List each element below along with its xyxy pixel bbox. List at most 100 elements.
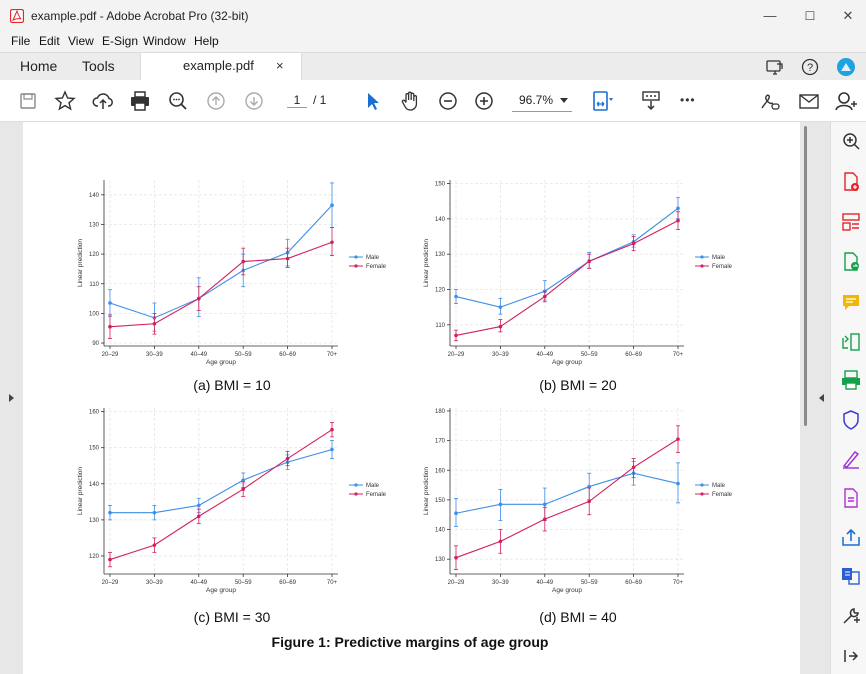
menu-view[interactable]: View [68, 34, 94, 48]
data-point-male [454, 511, 458, 516]
tab-document-label: example.pdf [183, 58, 254, 73]
x-tick-label: 40–49 [190, 580, 207, 586]
minimize-button[interactable]: — [763, 8, 777, 23]
comment-icon[interactable] [841, 292, 861, 312]
fit-page-icon[interactable] [590, 89, 614, 113]
y-tick-label: 140 [435, 217, 446, 223]
series-line-male [455, 472, 679, 514]
page-number-input[interactable]: 1 [287, 93, 307, 108]
window-title: example.pdf - Adobe Acrobat Pro (32-bit) [31, 9, 249, 23]
x-tick-label: 60–69 [279, 580, 296, 586]
menu-esign[interactable]: E-Sign [102, 34, 139, 48]
data-point-female [108, 557, 112, 562]
data-point-male [108, 301, 112, 305]
next-page-icon[interactable] [242, 89, 266, 113]
print-icon[interactable] [128, 89, 152, 113]
zoom-in-icon[interactable] [472, 89, 496, 113]
select-cursor-icon[interactable] [361, 89, 385, 113]
zoom-tool-icon[interactable] [841, 131, 861, 151]
email-icon[interactable] [797, 89, 821, 113]
organize-pages-icon[interactable] [841, 332, 861, 352]
scroll-mode-icon[interactable] [639, 89, 663, 113]
tools-pane [830, 122, 866, 674]
right-pane-toggle-icon[interactable] [819, 394, 824, 402]
x-tick-label: 50–59 [235, 352, 252, 358]
combine-files-icon[interactable] [841, 566, 861, 586]
sign-link-icon[interactable] [758, 89, 782, 113]
scan-ocr-icon[interactable] [841, 370, 861, 390]
star-bookmark-icon[interactable] [53, 89, 77, 113]
legend-label: Female [366, 492, 387, 498]
y-tick-label: 100 [89, 311, 100, 317]
tab-close-icon[interactable]: × [276, 58, 284, 73]
y-tick-label: 130 [435, 252, 446, 258]
collapse-pane-icon[interactable] [841, 646, 861, 666]
legend-marker [700, 483, 704, 487]
data-point-male [498, 502, 503, 507]
x-tick-label: 70+ [327, 352, 338, 358]
y-axis-title: Linear prediction [77, 239, 84, 287]
figure-caption: Figure 1: Predictive margins of age grou… [271, 634, 549, 650]
protect-shield-icon[interactable] [841, 410, 861, 430]
account-avatar-icon[interactable] [836, 57, 856, 77]
cloud-upload-icon[interactable] [91, 89, 115, 113]
x-tick-label: 70+ [673, 352, 684, 358]
x-tick-label: 40–49 [536, 352, 553, 358]
menu-help[interactable]: Help [194, 34, 219, 48]
x-tick-label: 50–59 [581, 352, 598, 358]
left-pane-toggle-icon[interactable] [9, 394, 14, 402]
legend-marker [700, 492, 704, 496]
vertical-scrollbar[interactable] [804, 126, 807, 426]
data-point-male [241, 478, 245, 482]
y-axis-title: Linear prediction [423, 467, 430, 515]
close-window-button[interactable]: ✕ [842, 8, 854, 23]
data-point-male [498, 305, 503, 309]
create-pdf-icon[interactable] [841, 172, 861, 192]
more-tools-button[interactable]: ••• [680, 93, 696, 107]
share-upload-icon[interactable] [841, 527, 861, 547]
panel-caption-a: (a) BMI = 10 [193, 377, 271, 393]
x-axis-title: Age group [552, 359, 582, 366]
tab-tools[interactable]: Tools [82, 58, 115, 74]
y-tick-label: 180 [435, 409, 446, 415]
maximize-button[interactable]: ☐ [804, 9, 816, 23]
zoom-level-select[interactable]: 96.7% [519, 93, 554, 107]
share-screen-icon[interactable] [766, 58, 784, 76]
data-point-female [498, 324, 503, 329]
y-tick-label: 150 [435, 182, 446, 188]
legend-label: Female [712, 264, 733, 270]
customize-tools-icon[interactable] [841, 606, 861, 626]
x-tick-label: 20–29 [448, 352, 465, 358]
fill-sign-icon[interactable] [841, 449, 861, 469]
request-signature-icon[interactable] [841, 488, 861, 508]
search-zoom-icon[interactable] [166, 89, 190, 113]
legend-marker [700, 255, 704, 259]
menu-window[interactable]: Window [143, 34, 186, 48]
data-point-female [631, 241, 636, 246]
data-point-female [498, 539, 503, 544]
zoom-dropdown-chevron-icon[interactable] [560, 98, 568, 104]
chart-panel-d: 130 140 150 160 170 180 20–29 30–39 40–49 50–59 60… [418, 404, 748, 596]
panel-caption-d: (d) BMI = 40 [539, 609, 617, 625]
edit-pdf-icon[interactable] [841, 212, 861, 232]
x-tick-label: 60–69 [625, 352, 642, 358]
data-point-female [676, 218, 680, 223]
save-icon[interactable] [16, 89, 40, 113]
help-icon[interactable]: ? [801, 58, 819, 76]
menu-file[interactable]: File [11, 34, 31, 48]
menu-edit[interactable]: Edit [39, 34, 60, 48]
previous-page-icon[interactable] [204, 89, 228, 113]
hand-tool-icon[interactable] [398, 89, 422, 113]
chart-panel-b: 110 120 130 140 150 20–29 30–39 40–49 50–59 60–69… [418, 176, 748, 368]
data-point-female [241, 259, 245, 264]
y-tick-label: 140 [89, 193, 100, 199]
add-user-icon[interactable] [834, 89, 858, 113]
legend-label: Female [366, 264, 387, 270]
x-tick-label: 30–39 [146, 352, 163, 358]
export-pdf-icon[interactable] [841, 252, 861, 272]
tab-home[interactable]: Home [20, 58, 58, 74]
zoom-out-icon[interactable] [436, 89, 460, 113]
tab-document[interactable]: example.pdf × [140, 53, 302, 81]
data-point-female [152, 321, 157, 326]
